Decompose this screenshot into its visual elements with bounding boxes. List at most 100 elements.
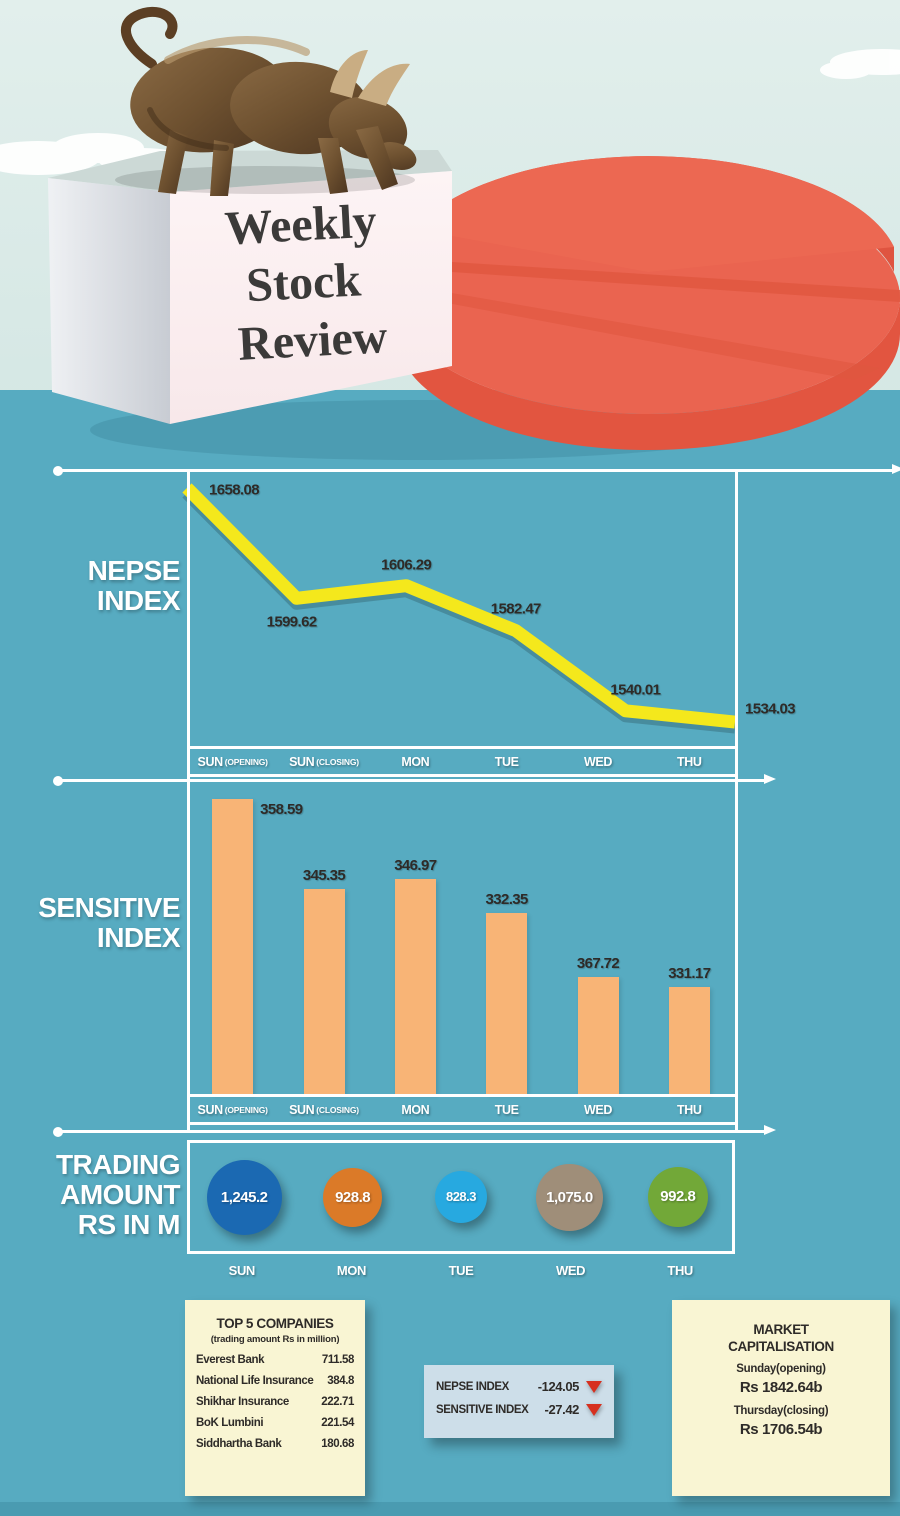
company-row: Siddhartha Bank 180.68 xyxy=(196,1438,354,1450)
nepse-section-title: NEPSE INDEX xyxy=(40,556,181,616)
sensitive-bar xyxy=(486,913,528,1094)
hero-illustration: Weekly Stock Review xyxy=(0,0,900,470)
sensitive-title-line1: SENSITIVE xyxy=(38,892,180,923)
marketcap-title-line2: CAPITALISATION xyxy=(728,1339,834,1354)
cloud-right xyxy=(820,49,900,79)
top5-rows: Everest Bank 711.58 National Life Insuranc… xyxy=(196,1354,354,1450)
marketcap-thursday-value: Rs 1706.54b xyxy=(739,1421,823,1438)
company-value: 222.71 xyxy=(321,1396,354,1408)
down-arrow-icon xyxy=(586,1380,602,1393)
day-label-sub: (CLOSING) xyxy=(316,1104,359,1115)
day-label: WED xyxy=(556,1263,586,1278)
sensitive-section-title: SENSITIVE INDEX xyxy=(20,893,180,953)
index-change-box: NEPSE INDEX -124.05 SENSITIVE INDEX -27.… xyxy=(424,1365,614,1438)
company-name: BoK Lumbini xyxy=(196,1417,264,1429)
plot-right-border xyxy=(735,469,738,1133)
nepse-line-svg xyxy=(182,483,736,734)
marketcap-thursday-label: Thursday(closing) xyxy=(733,1405,829,1417)
day-label: MON xyxy=(401,1102,430,1117)
nepse-line-chart: 1658.08 1599.62 1606.29 1582.47 1540.01 1534.… xyxy=(182,473,796,741)
day-label: SUN (OPENING) xyxy=(197,1102,268,1117)
sensitive-value-label: 367.72 xyxy=(576,955,620,972)
day-label: SUN xyxy=(228,1263,256,1278)
company-row: Shikhar Insurance 222.71 xyxy=(196,1396,354,1408)
nepse-value-label: 1582.47 xyxy=(490,600,542,618)
sensitive-value-label: 345.35 xyxy=(302,867,346,884)
nepse-change-label: NEPSE INDEX xyxy=(436,1380,509,1393)
pie-chart-graphic xyxy=(396,156,900,450)
sensitive-bar xyxy=(577,977,619,1094)
company-name: National Life Insurance xyxy=(196,1375,314,1387)
sensitive-change-value: -27.42 xyxy=(544,1402,580,1417)
sensitive-bar xyxy=(394,879,436,1094)
sensitive-x-axis: SUN (OPENING) SUN (CLOSING) MON TUE WED THU xyxy=(187,1094,735,1125)
company-value: 384.8 xyxy=(327,1375,354,1387)
day-label: SUN (CLOSING) xyxy=(289,754,359,769)
line-end-arrow-icon xyxy=(764,1125,776,1135)
plot-left-border xyxy=(187,469,190,1133)
company-value: 221.54 xyxy=(321,1417,354,1429)
top5-title: TOP 5 COMPANIES xyxy=(216,1316,334,1331)
nepse-x-axis: SUN (OPENING) SUN (CLOSING) MON TUE WED THU xyxy=(187,746,735,777)
sensitive-value-label: 332.35 xyxy=(485,891,529,908)
line-start-dot xyxy=(53,775,63,786)
nepse-value-label: 1606.29 xyxy=(381,556,432,574)
sensitive-value-label: 358.59 xyxy=(260,801,303,818)
company-name: Shikhar Insurance xyxy=(196,1396,289,1408)
hero-title-line3: Review xyxy=(237,310,389,371)
footer-strip xyxy=(0,1502,900,1516)
sensitive-bar-chart: 358.59 345.35 346.97 332.35 367.72 331.17 xyxy=(187,783,735,1094)
company-row: Everest Bank 711.58 xyxy=(196,1354,354,1366)
nepse-value-label: 1534.03 xyxy=(744,700,796,718)
company-name: Everest Bank xyxy=(196,1354,265,1366)
line-start-dot xyxy=(53,465,63,476)
sensitive-title-line2: INDEX xyxy=(96,922,181,953)
line-end-arrow-icon xyxy=(764,774,776,784)
hero-title: Weekly Stock Review xyxy=(223,194,396,371)
day-label: THU xyxy=(677,1102,702,1117)
trading-amount-chart: 1,245.2 928.8 828.3 1,075.0 992.8 xyxy=(187,1140,735,1254)
nepse-change-row: NEPSE INDEX -124.05 xyxy=(436,1379,602,1394)
trading-section-title: TRADING AMOUNT RS IN M xyxy=(30,1149,181,1240)
marketcap-sunday-value: Rs 1842.64b xyxy=(739,1379,823,1396)
company-name: Siddhartha Bank xyxy=(196,1438,282,1450)
day-label: WED xyxy=(583,754,612,769)
trading-amount-bubble: 828.3 xyxy=(435,1171,487,1223)
section-divider-bottom xyxy=(53,1125,776,1137)
sensitive-value-label: 346.97 xyxy=(394,857,437,874)
bull-statue xyxy=(115,6,417,196)
marketcap-title-line1: MARKET xyxy=(753,1322,809,1337)
sensitive-bar xyxy=(212,799,254,1094)
hero-title-line1: Weekly xyxy=(223,194,378,255)
sensitive-bar xyxy=(303,889,345,1094)
company-value: 711.58 xyxy=(321,1354,355,1366)
day-label: SUN (OPENING) xyxy=(197,754,268,769)
sensitive-value-label: 331.17 xyxy=(668,965,711,982)
day-label: THU xyxy=(667,1263,693,1278)
day-label: TUE xyxy=(494,1102,519,1117)
trading-title-line2: AMOUNT xyxy=(60,1179,180,1210)
section-divider-mid xyxy=(53,774,776,786)
nepse-value-label: 1540.01 xyxy=(610,681,661,699)
section-divider-top xyxy=(53,464,900,476)
sensitive-change-label: SENSITIVE INDEX xyxy=(436,1403,529,1416)
day-label-sub: (OPENING) xyxy=(224,1104,268,1115)
trading-amount-bubble: 1,075.0 xyxy=(535,1163,603,1231)
nepse-line xyxy=(182,483,736,729)
trading-title-line1: TRADING xyxy=(55,1149,181,1180)
nepse-change-value: -124.05 xyxy=(537,1379,580,1394)
top5-companies-box: TOP 5 COMPANIES (trading amount Rs in mi… xyxy=(185,1300,365,1496)
day-label: THU xyxy=(677,754,702,769)
day-label: SUN (CLOSING) xyxy=(289,1102,359,1117)
trading-x-axis: SUN MON TUE WED THU xyxy=(187,1263,735,1278)
trading-amount-bubble: 992.8 xyxy=(647,1167,708,1227)
market-cap-box: MARKET CAPITALISATION Sunday(opening) Rs… xyxy=(672,1300,890,1496)
company-row: BoK Lumbini 221.54 xyxy=(196,1417,354,1429)
day-label: TUE xyxy=(448,1263,474,1278)
company-row: National Life Insurance 384.8 xyxy=(196,1375,354,1387)
company-value: 180.68 xyxy=(321,1438,354,1450)
down-arrow-icon xyxy=(586,1403,602,1416)
day-label-sub: (CLOSING) xyxy=(316,756,359,767)
top5-subtitle: (trading amount Rs in million) xyxy=(210,1334,340,1345)
day-label-sub: (OPENING) xyxy=(224,756,268,767)
